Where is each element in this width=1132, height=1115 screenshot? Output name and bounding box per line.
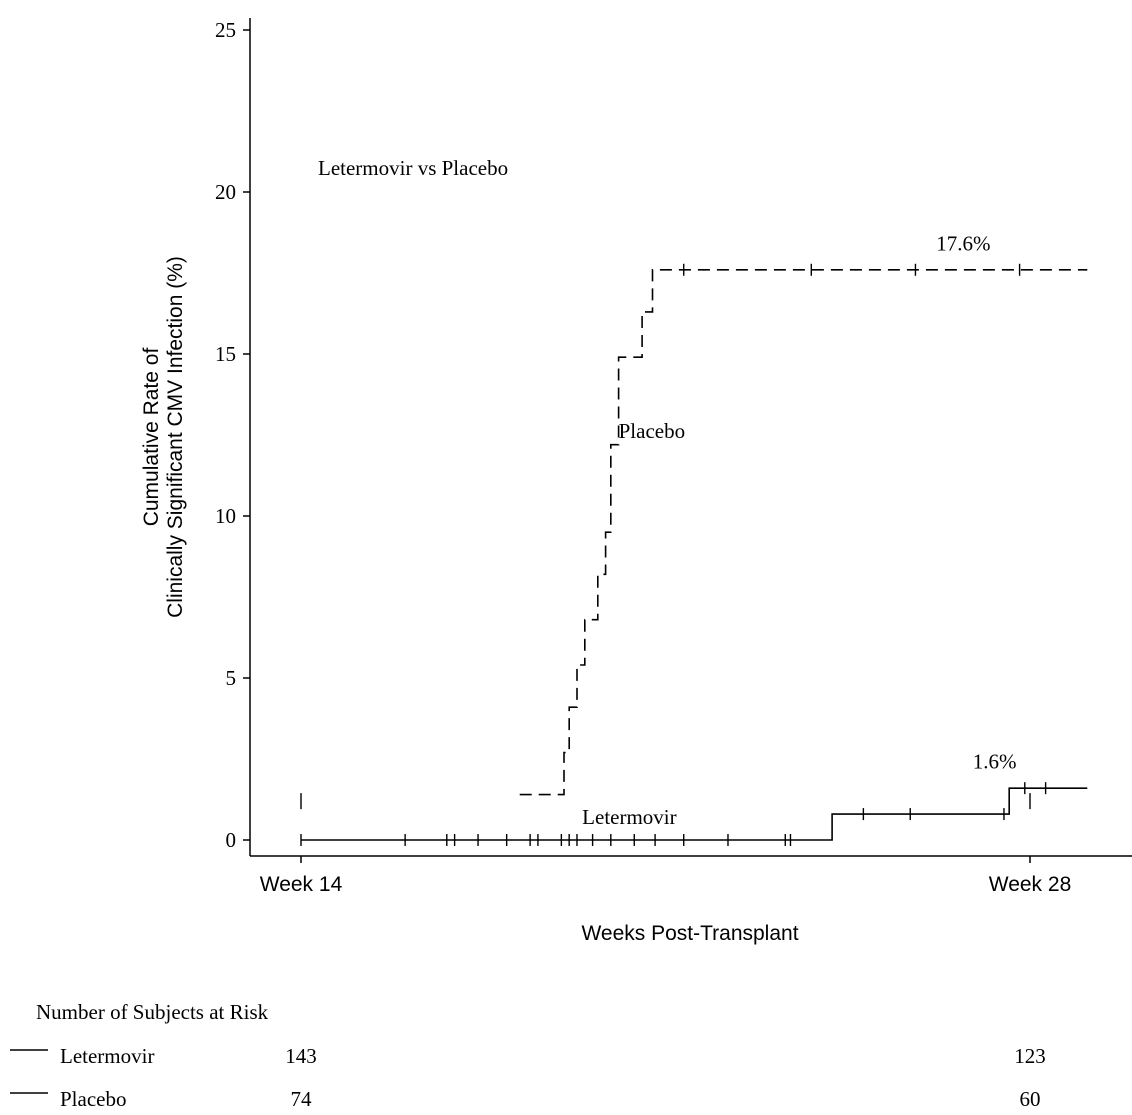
end-value-label-placebo: 17.6% (936, 231, 990, 255)
y-tick-label-10: 10 (215, 504, 236, 528)
y-tick-label-15: 15 (215, 342, 236, 366)
series-group: Placebo 17.6% Letermovir 1.6% (300, 231, 1088, 846)
x-axis-label: Weeks Post-Transplant (581, 922, 798, 945)
y-tick-label-20: 20 (215, 180, 236, 204)
y-tick-label-5: 5 (226, 666, 237, 690)
y-tick-label-0: 0 (226, 828, 237, 852)
x-tick-label-1: Week 28 (989, 873, 1072, 896)
y-axis-label-line1: Cumulative Rate of (140, 348, 163, 527)
x-tick-label-0: Week 14 (260, 873, 343, 896)
y-axis-label: Cumulative Rate of Clinically Significan… (140, 256, 187, 618)
risk-table-title: Number of Subjects at Risk (36, 1000, 269, 1024)
risk-row-letermovir-week28: 123 (1014, 1044, 1046, 1068)
series-line-letermovir (301, 787, 1088, 841)
series-label-letermovir: Letermovir (582, 805, 676, 829)
y-axis-label-line2: Clinically Significant CMV Infection (%) (164, 256, 187, 618)
risk-row-placebo-week28: 60 (1020, 1087, 1041, 1111)
y-tick-label-25: 25 (215, 18, 236, 42)
risk-row-placebo-label: Placebo (60, 1087, 126, 1111)
x-ticks: Week 14 Week 28 (260, 856, 1072, 896)
y-ticks: 0 5 10 15 20 25 (215, 18, 250, 852)
risk-row-letermovir-week14: 143 (285, 1044, 317, 1068)
series-line-placebo (519, 268, 1088, 796)
risk-row-placebo-week14: 74 (291, 1087, 313, 1111)
risk-row-letermovir-label: Letermovir (60, 1044, 154, 1068)
series-label-placebo: Placebo (619, 419, 685, 443)
comparison-annotation: Letermovir vs Placebo (318, 156, 508, 180)
end-value-label-letermovir: 1.6% (973, 750, 1017, 774)
